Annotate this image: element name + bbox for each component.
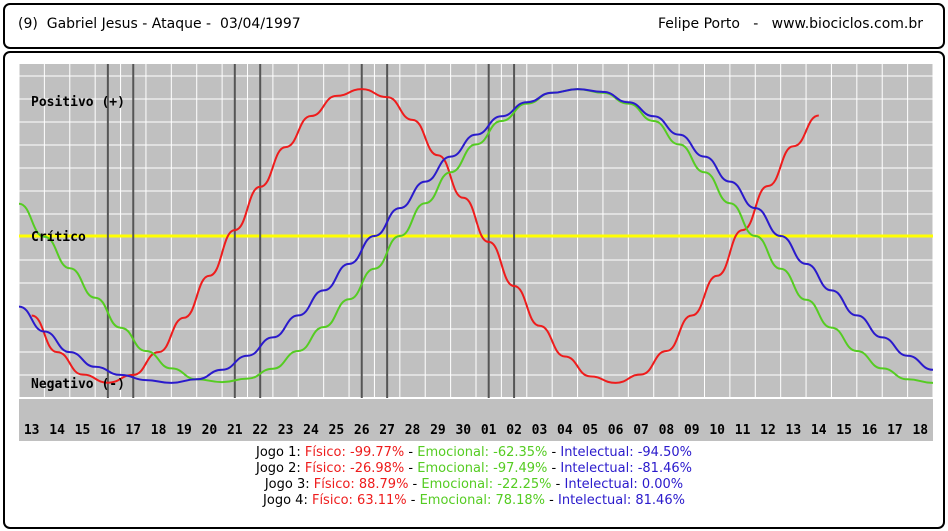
x-tick-label: 25 [329, 423, 345, 438]
x-tick-label: 27 [379, 423, 395, 438]
x-tick-label: 05 [582, 423, 598, 438]
x-tick-label: 26 [354, 423, 370, 438]
x-tick-label: 20 [202, 423, 218, 438]
legend-sep: - [404, 461, 418, 476]
x-tick-label: 18 [151, 423, 167, 438]
legend-label: Jogo 1: [256, 445, 305, 460]
legend-label: Jogo 3: [264, 477, 314, 492]
legend-fisico: Físico: -26.98% [304, 461, 405, 476]
legend-row: Jogo 3: Físico: 88.79% - Emocional: -22.… [5, 477, 943, 493]
x-tick-label: 17 [887, 423, 903, 438]
x-tick-label: 12 [760, 423, 776, 438]
legend-intelectual: Intelectual: 81.46% [558, 493, 685, 508]
legend-sep: - [545, 493, 559, 508]
legend-row: Jogo 2: Físico: -26.98% - Emocional: -97… [5, 461, 943, 477]
x-tick-label: 06 [608, 423, 624, 438]
x-tick-label: 15 [75, 423, 91, 438]
x-tick-label: 14 [811, 423, 827, 438]
legend-intelectual: Intelectual: 0.00% [564, 477, 684, 492]
series-fisico [31, 88, 820, 384]
label-critico: Crítico [31, 230, 86, 245]
legend-fisico: Físico: 63.11% [311, 493, 407, 508]
x-tick-label: 23 [278, 423, 294, 438]
legend-sep: - [408, 477, 422, 492]
x-tick-label: 21 [227, 423, 243, 438]
legend-fisico: Físico: -99.77% [304, 445, 405, 460]
x-tick-label: 15 [836, 423, 852, 438]
legend-sep: - [547, 445, 561, 460]
x-tick-label: 19 [176, 423, 192, 438]
legend-fisico: Físico: 88.79% [313, 477, 409, 492]
x-tick-label: 11 [735, 423, 751, 438]
label-negativo: Negativo (-) [31, 377, 125, 392]
x-tick-label: 28 [405, 423, 421, 438]
series-intelectual [19, 88, 933, 384]
x-tick-label: 16 [100, 423, 116, 438]
legend-label: Jogo 2: [256, 461, 305, 476]
legend-row: Jogo 4: Físico: 63.11% - Emocional: 78.1… [5, 493, 943, 509]
x-tick-label: 16 [862, 423, 878, 438]
x-tick-label: 03 [532, 423, 548, 438]
biorhythm-chart: Positivo (+) Crítico Negativo (-) 13 14 15 16 1… [18, 64, 934, 441]
legend-intelectual: Intelectual: -81.46% [560, 461, 692, 476]
legend-sep: - [547, 461, 561, 476]
x-tick-label: 10 [709, 423, 725, 438]
x-tick-label: 07 [633, 423, 649, 438]
legend: Jogo 1: Físico: -99.77% - Emocional: -62… [5, 445, 943, 509]
legend-row: Jogo 1: Físico: -99.77% - Emocional: -62… [5, 445, 943, 461]
x-tick-label: 04 [557, 423, 573, 438]
label-positivo: Positivo (+) [31, 95, 125, 110]
author-site: Felipe Porto - www.biociclos.com.br [657, 16, 923, 32]
x-tick-label: 29 [430, 423, 446, 438]
legend-emocional: Emocional: -62.35% [417, 445, 548, 460]
legend-label: Jogo 4: [263, 493, 312, 508]
legend-sep: - [406, 493, 420, 508]
series-emocional [19, 88, 933, 384]
x-tick-label: 18 [912, 423, 928, 438]
x-tick-label: 08 [659, 423, 675, 438]
x-tick-label: 01 [481, 423, 497, 438]
x-tick-label: 02 [506, 423, 522, 438]
x-tick-label: 09 [684, 423, 700, 438]
x-tick-label: 13 [786, 423, 802, 438]
x-tick-label: 13 [24, 423, 40, 438]
x-tick-label: 24 [303, 423, 319, 438]
legend-emocional: Emocional: 78.18% [419, 493, 546, 508]
chart-panel: Positivo (+) Crítico Negativo (-) 13 14 15 16 1… [3, 51, 945, 529]
legend-emocional: Emocional: -97.49% [417, 461, 548, 476]
legend-intelectual: Intelectual: -94.50% [560, 445, 692, 460]
x-tick-label: 22 [252, 423, 268, 438]
athlete-title: (9) Gabriel Jesus - Ataque - 03/04/1997 [18, 16, 301, 32]
legend-sep: - [551, 477, 565, 492]
legend-sep: - [404, 445, 418, 460]
x-tick-label: 14 [49, 423, 65, 438]
legend-emocional: Emocional: -22.25% [421, 477, 552, 492]
x-tick-label: 17 [125, 423, 141, 438]
header-bar: (9) Gabriel Jesus - Ataque - 03/04/1997 … [3, 3, 945, 49]
x-tick-label: 30 [455, 423, 471, 438]
